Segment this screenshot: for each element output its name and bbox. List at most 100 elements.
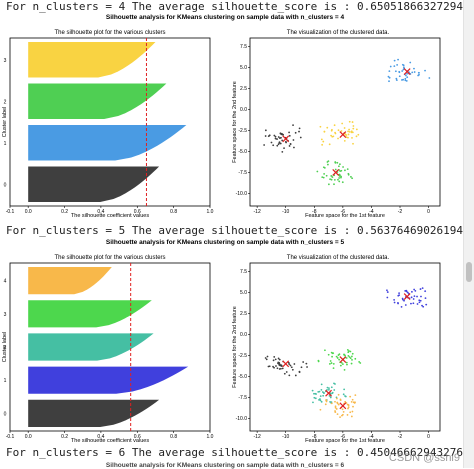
scatter-point [288, 363, 291, 366]
scatter-point [395, 77, 398, 80]
scatter-point [348, 120, 351, 123]
scatter-point [333, 389, 336, 391]
cluster-center-marker [403, 293, 411, 301]
scatter-point [277, 136, 280, 138]
scatter-point [341, 413, 344, 416]
scatter-point [345, 361, 348, 364]
scrollbar-thumb[interactable] [466, 262, 472, 282]
scatter-point [386, 289, 388, 292]
scatter-point [274, 137, 277, 140]
scatter-point [350, 362, 353, 365]
scatter-points-k5 [264, 287, 428, 419]
y-tick-label: 2.5 [240, 311, 247, 317]
scatter-point [276, 138, 278, 140]
scatter-point [338, 165, 340, 168]
x-tick-label: 0.6 [134, 209, 141, 215]
scatter-point [330, 386, 333, 389]
scatter-point [277, 143, 280, 146]
y-tick-label: 0.0 [240, 107, 247, 113]
scatter-point [337, 178, 339, 181]
scatter-point [405, 74, 407, 77]
scatter-point [336, 161, 339, 164]
scatter-point [351, 352, 354, 355]
scatter-point [346, 168, 349, 171]
scatter-point [352, 125, 355, 127]
scatter-point [348, 131, 351, 133]
scatter-point [404, 79, 407, 82]
scatter-point [326, 163, 329, 166]
cluster-label-2: 2 [4, 99, 7, 105]
scatter-point [284, 140, 287, 143]
scatter-point [343, 353, 345, 356]
scatter-point [323, 166, 326, 169]
scatter-point [327, 183, 330, 186]
left-plot-ylabel: Cluster label [2, 107, 8, 138]
scatter-point [315, 393, 317, 395]
scatter-point [320, 383, 323, 386]
scatter-point [393, 65, 396, 67]
scatter-point [403, 299, 405, 302]
x-tick-label: -8 [312, 434, 317, 440]
vertical-scrollbar[interactable] [463, 0, 474, 468]
scatter-point [393, 298, 396, 301]
scatter-point [336, 357, 339, 359]
scatter-point [325, 399, 327, 401]
scatter-point [349, 357, 352, 360]
scatter-point [336, 402, 339, 405]
scatter-point [393, 301, 396, 304]
scatter-point [322, 140, 325, 143]
scatter-point [334, 168, 337, 171]
scatter-point [330, 178, 333, 181]
scatter-point [294, 131, 297, 134]
scatter-point [347, 133, 350, 136]
scatter-point [338, 180, 341, 183]
right-plot-frame [249, 262, 441, 432]
right-plot-xlabel: Feature space for the 1st feature [305, 438, 385, 444]
scatter-point [278, 363, 281, 366]
scatter-point [287, 361, 290, 364]
scatter-point [343, 127, 346, 129]
scatter-point [266, 355, 269, 358]
scatter-point [342, 410, 345, 413]
scatter-point [334, 410, 336, 412]
silhouette-band-cluster-3 [28, 300, 152, 328]
scatter-point [306, 366, 308, 368]
scatter-point [359, 362, 362, 364]
scatter-point [328, 387, 330, 390]
scatter-point [273, 356, 276, 358]
scatter-point [424, 297, 427, 300]
scatter-point [264, 135, 267, 137]
scatter-point [414, 289, 417, 292]
scatter-point [330, 402, 333, 405]
y-tick-label: -7.5 [238, 170, 247, 176]
scatter-point [357, 133, 360, 136]
scatter-point [348, 356, 351, 358]
scatter-point [334, 161, 337, 163]
scatter-point [347, 406, 350, 408]
scatter-point [332, 362, 335, 365]
y-tick-label: 7.5 [240, 44, 247, 50]
output-line-k6: For n_clusters = 6 The average silhouett… [6, 446, 474, 459]
cluster-center-marker [332, 168, 340, 176]
scatter-point [411, 71, 414, 74]
scatter-point [292, 139, 295, 141]
scatter-point [318, 390, 321, 393]
scatter-point [340, 361, 343, 364]
scatter-point [347, 404, 350, 407]
scatter-point [319, 395, 322, 398]
scatter-point [322, 394, 325, 397]
scatter-point [393, 59, 396, 62]
scatter-point [398, 292, 400, 295]
scatter-point [412, 302, 415, 305]
scatter-point [329, 400, 331, 403]
scatter-point [425, 303, 428, 306]
scatter-point [281, 150, 284, 153]
scatter-point [387, 75, 390, 78]
y-tick-label: 7.5 [240, 269, 247, 275]
scatter-point [331, 352, 334, 355]
x-tick-label: 0 [427, 434, 430, 440]
scatter-point [319, 398, 321, 400]
scatter-point [351, 131, 354, 134]
scatter-point [345, 136, 348, 139]
scatter-point [329, 178, 332, 181]
